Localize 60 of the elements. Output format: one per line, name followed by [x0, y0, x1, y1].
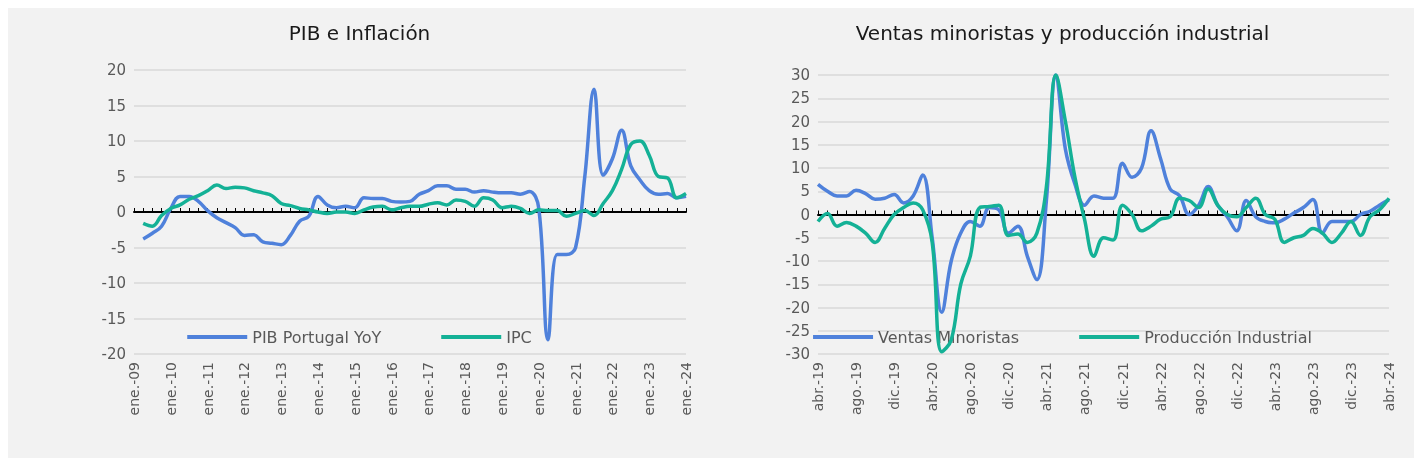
chart-title: PIB e Inflación — [288, 21, 431, 45]
x-tick-label: abr.-24 — [1381, 361, 1397, 412]
y-tick-label: 15 — [106, 96, 126, 115]
y-tick-label: 5 — [116, 167, 126, 186]
x-tick-label: ene.-11 — [199, 362, 216, 416]
x-tick-label: ene.-18 — [457, 362, 474, 416]
x-tick-label: dic.-21 — [1114, 362, 1131, 410]
x-tick-label: ago.-23 — [1304, 362, 1321, 416]
y-tick-label: 15 — [790, 135, 810, 154]
x-tick-label: ene.-19 — [494, 362, 510, 416]
x-tick-label: ene.-16 — [383, 361, 400, 416]
x-tick-label: dic.-23 — [1342, 362, 1359, 410]
x-tick-label: ago.-21 — [1076, 362, 1093, 416]
chart-title: Ventas minoristas y producción industrial — [855, 21, 1270, 45]
x-tick-label: ago.-19 — [848, 362, 865, 416]
y-tick-label: 20 — [790, 112, 810, 131]
x-tick-label: ene.-17 — [420, 362, 437, 416]
y-tick-label: -5 — [111, 238, 126, 257]
y-tick-label: 25 — [790, 89, 810, 108]
y-tick-label: -5 — [795, 228, 810, 247]
x-tick-label: ene.-20 — [530, 362, 547, 416]
x-tick-label: ene.-21 — [567, 362, 584, 416]
y-tick-label: -30 — [785, 345, 810, 363]
y-tick-label: -20 — [785, 298, 810, 317]
x-tick-label: abr.-23 — [1266, 362, 1283, 412]
legend-label: Producción Industrial — [1144, 327, 1312, 347]
x-tick-label: abr.-22 — [1152, 362, 1169, 412]
x-tick-label: ene.-09 — [126, 362, 142, 416]
x-tick-label: ene.-15 — [346, 362, 363, 416]
x-tick-label: abr.-19 — [810, 362, 826, 412]
y-tick-label: -15 — [101, 309, 126, 328]
x-tick-label: ene.-22 — [604, 362, 621, 416]
x-tick-label: ene.-12 — [236, 362, 253, 416]
y-tick-label: -10 — [785, 252, 810, 270]
x-tick-label: ene.-13 — [273, 362, 290, 416]
y-tick-label: -20 — [101, 345, 126, 363]
legend-label: PIB Portugal YoY — [252, 327, 382, 347]
x-tick-label: abr.-21 — [1038, 362, 1055, 412]
x-tick-label: ene.-10 — [162, 362, 179, 416]
y-tick-label: 30 — [790, 66, 810, 84]
y-tick-label: -15 — [785, 275, 810, 294]
x-tick-label: ene.-23 — [641, 362, 658, 416]
x-tick-label: ago.-22 — [1190, 362, 1207, 416]
y-tick-label: 20 — [106, 61, 126, 79]
y-tick-label: 10 — [790, 159, 810, 177]
y-tick-label: 5 — [800, 182, 810, 201]
x-tick-label: dic.-19 — [886, 362, 903, 410]
y-tick-label: -25 — [785, 321, 810, 340]
y-tick-label: 0 — [116, 203, 126, 221]
x-tick-label: ago.-20 — [962, 362, 979, 416]
y-tick-label: 10 — [106, 132, 126, 150]
y-tick-label: 0 — [800, 205, 810, 224]
legend-label: IPC — [506, 327, 532, 347]
x-tick-label: ene.-24 — [678, 361, 694, 416]
line-series — [141, 139, 688, 228]
x-tick-label: dic.-20 — [1000, 362, 1017, 410]
x-tick-label: dic.-22 — [1228, 362, 1245, 410]
x-tick-label: abr.-20 — [924, 362, 941, 412]
x-tick-label: ene.-14 — [310, 361, 326, 416]
y-tick-label: -10 — [101, 274, 126, 292]
